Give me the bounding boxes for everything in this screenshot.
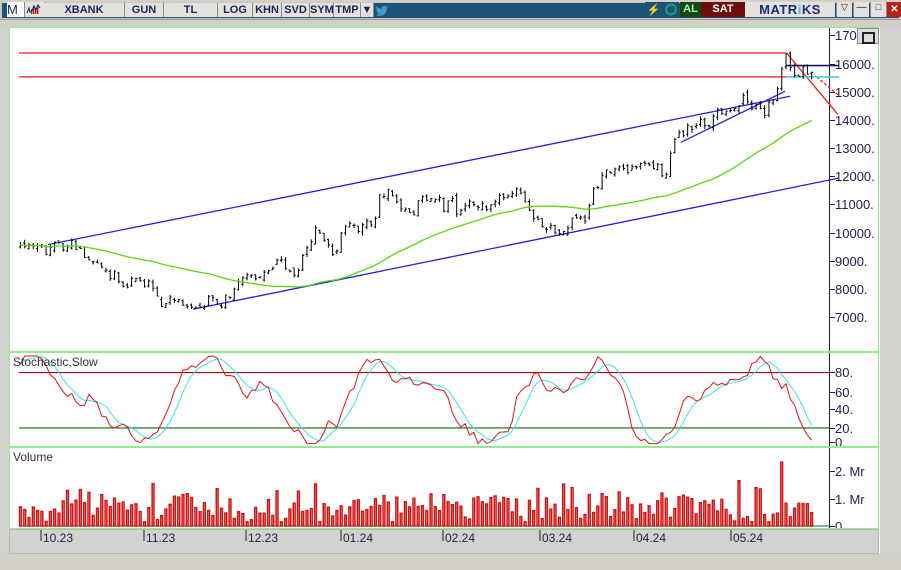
svg-text:⚡: ⚡ [646,2,660,16]
